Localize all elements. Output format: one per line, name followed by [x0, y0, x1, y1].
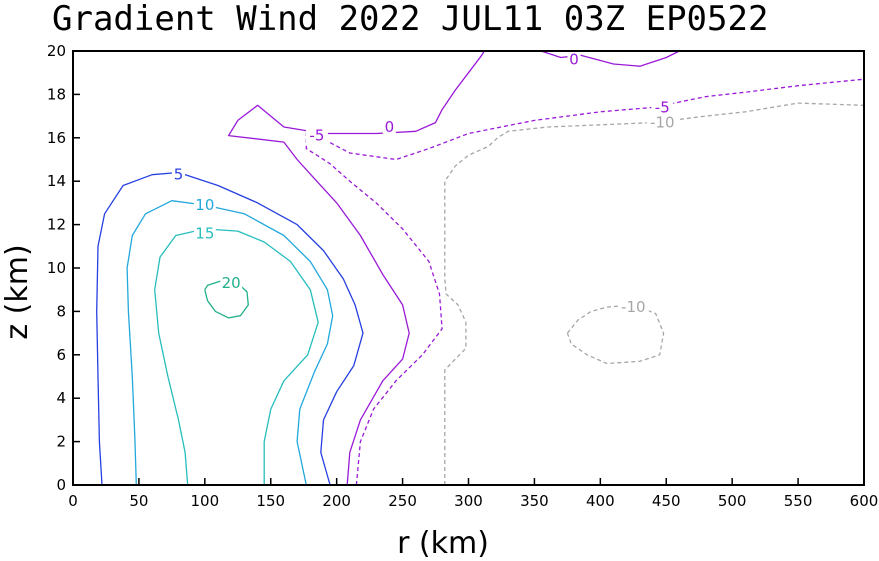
contour-label: -5: [309, 127, 324, 145]
contour-label-bg: [220, 275, 243, 292]
x-tick-label: 350: [520, 492, 549, 510]
x-tick-label: 450: [652, 492, 681, 510]
x-tick-label: 400: [586, 492, 615, 510]
contour-line-5: [96, 171, 364, 486]
contour-label-bg: [193, 225, 216, 242]
contour-label: -10: [650, 114, 675, 132]
contour-label: 10: [195, 196, 214, 214]
y-tick-label: 14: [47, 172, 66, 190]
contour-label-bg: [382, 118, 396, 135]
y-tick-label: 2: [56, 433, 66, 451]
x-tick-label: 600: [850, 492, 879, 510]
contour-label-bg: [646, 114, 678, 131]
y-tick-label: 12: [47, 216, 66, 234]
x-tick-label: 250: [388, 492, 417, 510]
contour-label-bg: [305, 127, 328, 144]
x-tick-label: 500: [718, 492, 747, 510]
x-tick-label: 50: [129, 492, 148, 510]
contour-label: -5: [655, 98, 670, 116]
contour-label: 15: [195, 224, 214, 242]
contour-line-20: [204, 280, 249, 319]
y-tick-label: 10: [47, 259, 66, 277]
contour-line-neg10: [566, 304, 665, 365]
y-tick-label: 16: [47, 129, 66, 147]
y-tick-label: 20: [47, 42, 66, 60]
x-tick-label: 200: [322, 492, 351, 510]
chart-title: Gradient Wind 2022 JUL11 03Z EP0522: [52, 0, 768, 39]
x-tick-label: 300: [454, 492, 483, 510]
x-tick-label: 150: [256, 492, 285, 510]
contour-label: 0: [385, 118, 395, 136]
contour-label-bg: [651, 99, 674, 116]
contour-label: 0: [569, 51, 579, 69]
contour-line-0: [227, 50, 485, 486]
contour-label: -10: [621, 298, 646, 316]
contour-label-bg: [567, 51, 581, 68]
x-tick-label: 100: [191, 492, 220, 510]
x-axis: 0 50 100 150 200 250 300 350 400 450 500 550 600: [68, 478, 878, 510]
y-axis: 0 2 4 6 8 10 12 14 16 18 20: [47, 42, 80, 494]
contour-line-neg10: [444, 102, 865, 485]
x-axis-label: r (km): [397, 526, 489, 561]
y-tick-label: 18: [47, 85, 66, 103]
plot-frame: [72, 50, 865, 486]
y-tick-label: 4: [56, 389, 66, 407]
y-tick-label: 0: [56, 476, 66, 494]
contour-line-neg5: [305, 78, 865, 486]
contour-label-bg: [171, 166, 185, 183]
contour-group: [96, 50, 865, 486]
contour-line-0: [540, 50, 680, 67]
contour-label: 5: [174, 166, 184, 184]
contour-label-bg: [193, 197, 216, 214]
contour-line-15: [154, 228, 319, 486]
contour-label-bg: [617, 299, 649, 316]
contour-line-10: [126, 200, 334, 486]
contour-label: 20: [222, 274, 241, 292]
y-axis-label: z (km): [0, 244, 35, 339]
y-tick-label: 8: [56, 302, 66, 320]
x-tick-label: 0: [68, 492, 78, 510]
x-tick-label: 550: [784, 492, 813, 510]
y-tick-label: 6: [56, 346, 66, 364]
